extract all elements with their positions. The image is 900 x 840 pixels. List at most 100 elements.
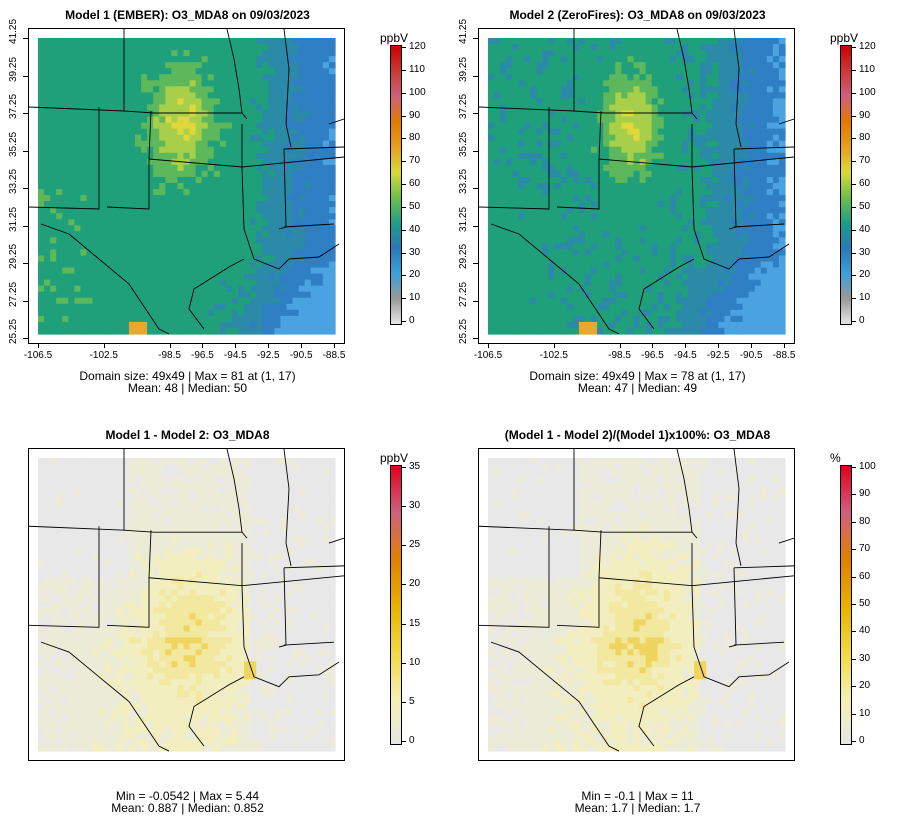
x-tick-label: -106.5 — [23, 350, 53, 361]
map-frame — [28, 448, 345, 761]
x-tick-mark — [202, 343, 204, 348]
colorbar-tick-label: 20 — [859, 680, 871, 692]
y-tick-label: 29.25 — [8, 243, 19, 269]
colorbar-tick-label: 20 — [409, 269, 421, 281]
x-tick-mark — [553, 343, 555, 348]
y-tick-mark — [473, 113, 478, 114]
colorbar-tick-mark — [402, 506, 406, 508]
x-tick-mark — [301, 343, 303, 348]
stats-line-1: Domain size: 49x49 | Max = 78 at (1, 17) — [529, 369, 746, 383]
colorbar-unit: ppbV — [380, 451, 409, 465]
colorbar-tick-label: 70 — [859, 155, 871, 167]
colorbar-tick-mark — [402, 623, 406, 625]
stats-line-1: Min = -0.0542 | Max = 5.44 — [115, 789, 260, 803]
colorbar-tick-mark — [852, 521, 856, 523]
x-tick-mark — [718, 343, 720, 348]
x-tick-label: -96.5 — [641, 350, 664, 361]
colorbar-tick-mark — [852, 658, 856, 660]
y-tick-label: 29.25 — [458, 243, 469, 269]
colorbar-tick-label: 50 — [859, 598, 871, 609]
colorbar-tick-label: 40 — [859, 625, 871, 637]
map-canvas — [479, 29, 794, 335]
colorbar-tick-mark — [402, 184, 406, 185]
y-tick-mark — [23, 150, 28, 152]
y-tick-mark — [23, 113, 28, 114]
y-tick-mark — [473, 150, 478, 152]
colorbar-gradient — [390, 45, 402, 325]
colorbar-gradient — [390, 465, 402, 745]
y-tick-mark — [23, 338, 28, 339]
x-tick-mark — [334, 343, 335, 348]
x-tick-label: -98.5 — [608, 350, 631, 361]
y-tick-mark — [473, 300, 478, 302]
colorbar-tick-mark — [852, 275, 856, 277]
y-tick-mark — [473, 188, 478, 189]
colorbar-tick-label: 25 — [409, 539, 421, 551]
colorbar-tick-label: 0 — [859, 735, 865, 746]
colorbar-tick-label: 20 — [409, 578, 421, 590]
y-tick-label: 31.25 — [8, 206, 19, 232]
colorbar-tick-label: 80 — [409, 132, 421, 144]
colorbar-tick-mark — [402, 115, 406, 117]
colorbar-tick-label: 10 — [859, 292, 871, 304]
map-canvas — [29, 29, 344, 335]
x-tick-label: -92.5 — [706, 350, 730, 361]
map-frame — [478, 28, 795, 344]
y-tick-label: 39.25 — [458, 56, 469, 82]
colorbar-tick-mark — [402, 229, 406, 231]
colorbar-tick-label: 100 — [859, 86, 876, 98]
y-tick-mark — [23, 188, 28, 189]
colorbar-tick-mark — [402, 741, 406, 742]
y-tick-label: 37.25 — [8, 93, 19, 119]
colorbar-tick-mark — [402, 161, 406, 163]
colorbar-tick-label: 30 — [859, 246, 871, 258]
map-canvas — [29, 449, 344, 752]
colorbar-tick-label: 100 — [409, 86, 426, 98]
y-tick-label: 39.25 — [8, 56, 19, 82]
colorbar-tick-label: 0 — [409, 315, 415, 326]
colorbar-tick-mark — [402, 584, 406, 586]
colorbar-tick-mark — [852, 321, 856, 322]
x-tick-label: -98.5 — [158, 350, 181, 361]
colorbar-tick-label: 90 — [859, 488, 871, 500]
colorbar-tick-label: 120 — [859, 41, 876, 52]
colorbar-tick-label: 90 — [859, 109, 871, 121]
x-tick-mark — [38, 343, 39, 348]
y-tick-mark — [473, 75, 478, 77]
colorbar-tick-label: 10 — [409, 292, 421, 304]
x-tick-mark — [652, 343, 654, 348]
colorbar-tick-mark — [402, 138, 406, 140]
x-tick-label: -88.5 — [322, 350, 346, 361]
y-tick-mark — [23, 225, 28, 227]
y-tick-mark — [473, 225, 478, 227]
colorbar-tick-mark — [402, 545, 406, 547]
colorbar-unit: % — [830, 451, 841, 465]
panel-title: (Model 1 - Model 2)/(Model 1)x100%: O3_M… — [504, 428, 771, 442]
x-tick-mark — [235, 343, 237, 348]
panel-model1: Model 1 (EMBER): O3_MDA8 on 09/03/2023 D… — [0, 0, 450, 420]
colorbar-tick-label: 0 — [859, 315, 865, 326]
panel-difference: Model 1 - Model 2: O3_MDA8 Min = -0.0542… — [0, 420, 450, 840]
y-tick-mark — [23, 300, 28, 302]
x-tick-label: -92.5 — [256, 350, 280, 361]
colorbar-tick-label: 60 — [859, 570, 871, 582]
colorbar-tick-label: 50 — [409, 200, 421, 212]
colorbar-tick-mark — [402, 662, 406, 664]
colorbar-tick-label: 30 — [859, 652, 871, 664]
colorbar-tick-mark — [852, 549, 856, 551]
y-tick-label: 41.25 — [458, 18, 469, 44]
colorbar-tick-mark — [852, 467, 856, 468]
x-tick-mark — [169, 343, 171, 348]
colorbar-tick-label: 0 — [409, 735, 415, 746]
colorbar-tick-mark — [852, 229, 856, 231]
stats-line-1: Domain size: 49x49 | Max = 81 at (1, 17) — [79, 369, 296, 383]
y-tick-label: 27.25 — [8, 281, 19, 307]
y-tick-label: 25.25 — [8, 318, 19, 344]
map-frame — [478, 448, 795, 761]
colorbar-tick-label: 110 — [859, 63, 875, 75]
y-tick-label: 35.25 — [8, 131, 19, 157]
y-tick-label: 27.25 — [458, 281, 469, 307]
x-tick-mark — [685, 343, 687, 348]
x-tick-mark — [268, 343, 270, 348]
y-tick-label: 25.25 — [458, 318, 469, 344]
